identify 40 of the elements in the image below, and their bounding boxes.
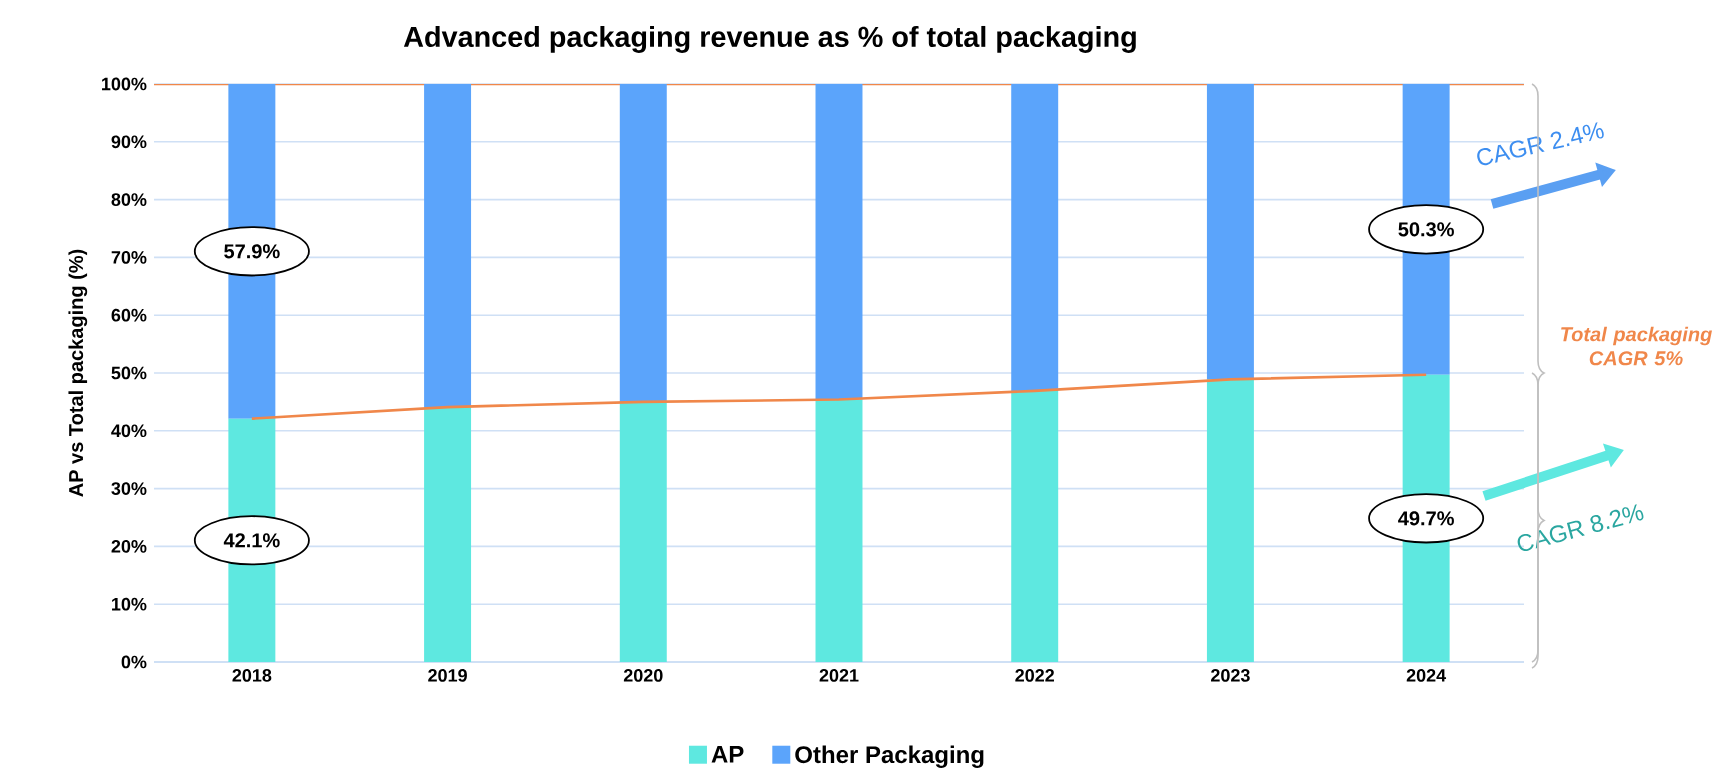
y-tick-label: 60% [111, 308, 147, 322]
bar [1206, 379, 1254, 662]
data-label: 50.3% [1398, 222, 1454, 237]
y-tick-label: 100% [102, 77, 147, 91]
bar [1206, 83, 1254, 380]
bar [424, 407, 472, 662]
x-tick-label: 2021 [819, 669, 859, 682]
y-tick-label: 40% [111, 424, 147, 438]
y-tick-label: 80% [111, 193, 147, 206]
bar [619, 83, 667, 402]
y-tick-label: 50% [111, 366, 147, 380]
x-tick-label: 2024 [1406, 669, 1447, 682]
bar [1011, 390, 1059, 662]
y-tick-label: 0% [121, 655, 147, 669]
data-label: 57.9% [224, 244, 280, 259]
bar [424, 83, 472, 408]
line-series [250, 373, 1428, 420]
legend-label: Other Packaging [795, 745, 984, 768]
bar [1011, 83, 1059, 391]
x-tick-label: 2018 [232, 669, 272, 682]
chart-title: Advanced packaging revenue as % of total packaging [403, 25, 1136, 53]
annotation: CAGR 8.2% [1517, 504, 1644, 552]
bar [619, 401, 667, 662]
x-tick-label: 2023 [1211, 669, 1250, 682]
bar [815, 399, 863, 662]
y-tick-label: 70% [111, 251, 147, 264]
x-tick-label: 2022 [1015, 669, 1054, 682]
text: Total packaging CAGR 5% [1561, 326, 1712, 366]
bar [815, 83, 863, 400]
y-tick-label: 10% [112, 597, 147, 611]
y-tick-label: 90% [111, 135, 147, 149]
data-label: 42.1% [223, 533, 280, 548]
y-tick-label: 20% [111, 540, 147, 553]
y-axis-title: AP vs Total packaging (%) [68, 249, 88, 497]
annotation: CAGR 2.4% [1477, 122, 1604, 166]
legend-label: AP [711, 745, 744, 763]
x-tick-label: 2020 [623, 669, 663, 682]
y-tick-label: 30% [111, 482, 147, 495]
x-tick-label: 2019 [428, 669, 467, 682]
data-label: 49.7% [1398, 511, 1454, 526]
